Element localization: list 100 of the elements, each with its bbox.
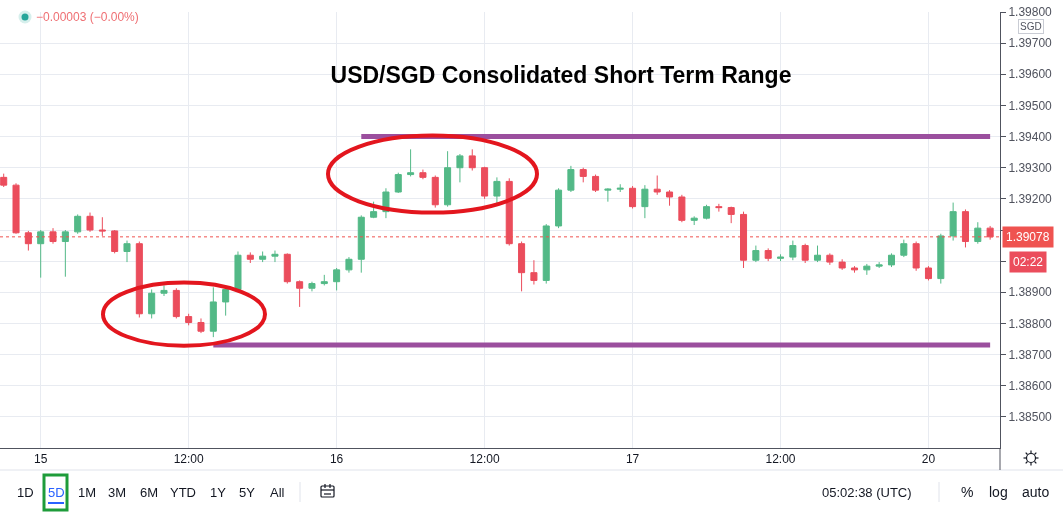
y-tick-label: 1.39300 xyxy=(1008,160,1053,175)
text: YTD xyxy=(170,485,196,500)
candlestick xyxy=(542,223,550,285)
text: 5Y xyxy=(239,485,256,500)
candlestick xyxy=(370,201,378,219)
y-tick-label: 1.38500 xyxy=(1008,410,1053,425)
y-tick-label: 1.39400 xyxy=(1008,129,1053,144)
candlestick xyxy=(838,258,846,271)
candlestick xyxy=(937,233,945,285)
text: auto xyxy=(1022,484,1050,500)
candlestick xyxy=(456,153,464,183)
candlestick xyxy=(900,239,908,258)
candlestick xyxy=(431,175,439,209)
x-tick-label: 12:00 xyxy=(765,452,796,467)
candlestick xyxy=(74,213,82,235)
y-tick-label: 1.39200 xyxy=(1008,192,1053,207)
text: 1D xyxy=(17,485,34,500)
y-tick-label: 1.39500 xyxy=(1008,98,1053,113)
candlestick xyxy=(148,288,156,319)
candlestick xyxy=(308,281,316,292)
candlestick xyxy=(592,174,600,193)
y-tick-label: 1.38800 xyxy=(1008,316,1053,331)
candlestick xyxy=(924,265,932,281)
candlestick xyxy=(863,263,871,276)
candlestick xyxy=(123,240,131,263)
candlestick xyxy=(616,183,624,193)
ref-line-label: 1.39078 xyxy=(1006,230,1050,244)
text: 3M xyxy=(108,485,127,500)
candlestick xyxy=(481,166,489,200)
candlestick xyxy=(690,215,698,226)
x-tick-label: 17 xyxy=(625,452,640,467)
candlestick xyxy=(493,176,501,205)
candlestick xyxy=(357,214,365,274)
candlestick xyxy=(345,256,353,274)
y-tick-label: 1.39800 xyxy=(1008,5,1053,20)
candlestick xyxy=(296,279,304,308)
candlestick xyxy=(887,252,896,268)
y-tick-label: 1.38900 xyxy=(1008,285,1053,300)
candlestick xyxy=(333,267,341,291)
annotation: −0.00003 (−0.00%) xyxy=(36,10,139,24)
candlestick xyxy=(641,184,649,219)
candlestick xyxy=(629,185,637,210)
candlestick xyxy=(271,250,279,263)
text: 1M xyxy=(78,485,97,500)
text: 6M xyxy=(140,485,159,500)
candlestick xyxy=(394,172,402,194)
text: % xyxy=(961,484,974,500)
candlestick xyxy=(826,252,834,266)
x-tick-label: 16 xyxy=(329,452,344,467)
candlestick xyxy=(468,148,476,172)
candlestick xyxy=(579,167,587,183)
candlestick xyxy=(875,261,883,269)
y-tick-label: 1.38600 xyxy=(1008,378,1053,393)
text: SGD xyxy=(1020,21,1042,32)
candlestick xyxy=(912,241,920,272)
candlestick xyxy=(752,245,760,263)
candlestick xyxy=(974,221,982,245)
candlestick xyxy=(530,259,538,285)
x-tick-label: 12:00 xyxy=(173,452,204,467)
candlestick xyxy=(518,241,526,292)
candlestick xyxy=(850,265,859,274)
candlestick xyxy=(234,250,242,292)
candlestick xyxy=(0,173,8,188)
text: USD/SGD Consolidated Short Term Range xyxy=(330,62,792,89)
text: All xyxy=(270,485,285,500)
candlestick xyxy=(320,274,328,286)
candlestick xyxy=(172,287,180,319)
candlestick xyxy=(185,313,193,326)
text: log xyxy=(989,484,1008,500)
candlestick xyxy=(37,229,45,279)
candlestick xyxy=(209,286,217,338)
text: 02:22 xyxy=(1013,255,1044,269)
candlestick xyxy=(653,175,661,196)
candlestick xyxy=(789,240,797,261)
candlestick xyxy=(61,229,69,278)
candlestick xyxy=(444,150,452,208)
text: 05:02:38 (UTC) xyxy=(822,485,912,500)
candlestick xyxy=(678,194,686,223)
candlestick xyxy=(949,202,957,242)
candlestick xyxy=(197,317,205,334)
y-tick-label: 1.39600 xyxy=(1008,67,1053,82)
candlestick xyxy=(715,203,723,213)
candlestick xyxy=(777,253,785,262)
x-tick-label: 20 xyxy=(921,452,936,467)
candlestick xyxy=(764,247,772,262)
candlestick xyxy=(567,165,575,193)
x-tick-label: 12:00 xyxy=(469,452,500,467)
candlestick xyxy=(555,187,563,229)
candlestick xyxy=(813,245,822,263)
y-tick-label: 1.39700 xyxy=(1008,36,1053,51)
y-tick-label: 1.38700 xyxy=(1008,347,1053,362)
candlestick xyxy=(246,251,254,264)
text: 1Y xyxy=(210,485,227,500)
candlestick xyxy=(259,250,267,263)
text: 5D xyxy=(48,485,65,500)
candlestick xyxy=(419,169,427,180)
candlestick xyxy=(160,284,168,297)
x-tick-label: 15 xyxy=(34,452,48,467)
candlestick xyxy=(666,189,674,207)
candlestick xyxy=(86,212,94,233)
